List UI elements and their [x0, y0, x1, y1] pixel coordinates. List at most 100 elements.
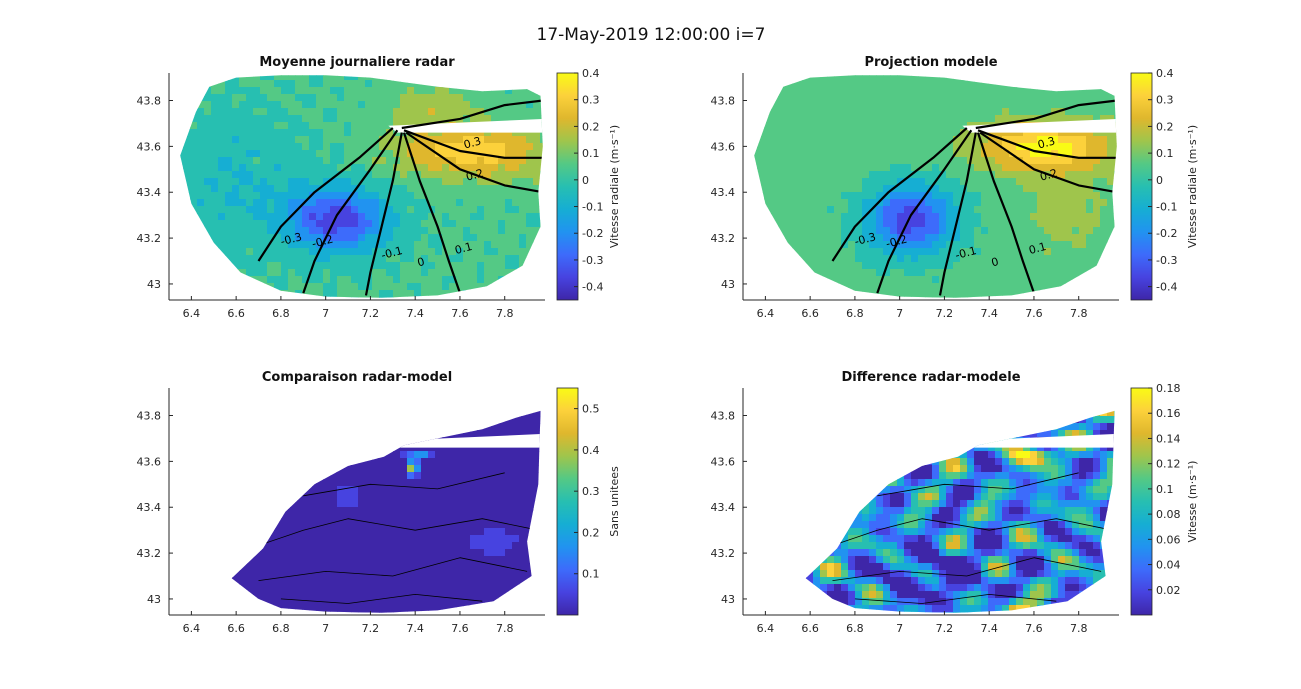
heatmap-cell: [897, 150, 905, 158]
heatmap-cell: [358, 220, 366, 228]
heatmap-cell: [1107, 87, 1115, 95]
heatmap-cell: [904, 213, 912, 221]
heatmap-cell: [1002, 94, 1010, 102]
heatmap-cell: [190, 157, 198, 165]
heatmap-cell: [211, 157, 219, 165]
heatmap-cell: [435, 486, 443, 494]
heatmap-cell: [302, 465, 310, 473]
heatmap-cell: [365, 164, 373, 172]
heatmap-cell: [1072, 115, 1080, 123]
heatmap-cell: [764, 101, 772, 109]
heatmap-cell: [477, 444, 485, 452]
heatmap-cell: [232, 549, 240, 557]
heatmap-cell: [754, 276, 758, 284]
heatmap-cell: [428, 507, 436, 515]
heatmap-cell: [246, 479, 254, 487]
heatmap-cell: [302, 94, 310, 102]
heatmap-cell: [925, 255, 933, 263]
heatmap-cell: [981, 136, 989, 144]
heatmap-cell: [785, 80, 793, 88]
heatmap-cell: [526, 206, 534, 214]
heatmap-cell: [274, 416, 282, 424]
heatmap-cell: [526, 185, 534, 193]
heatmap-cell: [246, 80, 254, 88]
heatmap-cell: [204, 206, 212, 214]
heatmap-cell: [484, 507, 492, 515]
heatmap-cell: [372, 269, 380, 277]
heatmap-cell: [862, 101, 870, 109]
heatmap-cell: [876, 122, 884, 130]
heatmap-cell: [904, 157, 912, 165]
heatmap-cell: [498, 458, 506, 466]
heatmap-cell: [1051, 171, 1059, 179]
heatmap-cell: [344, 143, 352, 151]
heatmap-cell: [967, 297, 975, 298]
heatmap-cell: [771, 199, 779, 207]
heatmap-cell: [813, 248, 821, 256]
contour-label: 0.2: [465, 167, 485, 184]
heatmap-cell: [953, 101, 961, 109]
heatmap-cell: [379, 80, 387, 88]
heatmap-cell: [505, 171, 513, 179]
heatmap-cell: [778, 213, 786, 221]
heatmap-cell: [253, 388, 261, 396]
heatmap-cell: [295, 269, 303, 277]
heatmap-cell: [778, 248, 786, 256]
heatmap-cell: [512, 157, 520, 165]
heatmap-cell: [428, 465, 436, 473]
heatmap-cell: [190, 535, 198, 543]
heatmap-cell: [211, 521, 219, 529]
heatmap-cell: [1114, 150, 1117, 158]
heatmap-cell: [519, 157, 527, 165]
heatmap-cell: [337, 395, 345, 403]
heatmap-cell: [225, 101, 233, 109]
heatmap-cell: [323, 94, 331, 102]
heatmap-cell: [435, 248, 443, 256]
heatmap-cell: [267, 283, 275, 291]
heatmap-cell: [974, 297, 982, 298]
heatmap-cell: [344, 101, 352, 109]
heatmap-cell: [211, 458, 219, 466]
heatmap-cell: [855, 129, 863, 137]
heatmap-cell: [372, 493, 380, 501]
heatmap-cell: [890, 157, 898, 165]
heatmap-cell: [1058, 276, 1066, 284]
heatmap-cell: [180, 94, 184, 102]
heatmap-cell: [414, 129, 422, 137]
heatmap-cell: [778, 75, 786, 81]
heatmap-cell: [799, 283, 807, 291]
heatmap-cell: [169, 192, 177, 200]
heatmap-cell: [365, 192, 373, 200]
heatmap-cell: [316, 486, 324, 494]
heatmap-cell: [1009, 248, 1017, 256]
heatmap-cell: [1002, 171, 1010, 179]
heatmap-cell: [456, 108, 464, 116]
masked-strip: [388, 118, 543, 133]
heatmap-cell: [890, 213, 898, 221]
heatmap-cell: [232, 262, 240, 270]
heatmap-cell: [197, 94, 205, 102]
heatmap-cell: [834, 185, 842, 193]
heatmap-cell: [239, 416, 247, 424]
heatmap-cell: [533, 178, 541, 186]
heatmap-cell: [253, 542, 261, 550]
heatmap-cell: [204, 430, 212, 438]
heatmap-cell: [1107, 241, 1115, 249]
heatmap-cell: [792, 108, 800, 116]
heatmap-cell: [246, 542, 254, 550]
heatmap-cell: [197, 549, 205, 557]
heatmap-cell: [232, 507, 240, 515]
heatmap-cell: [260, 535, 268, 543]
heatmap-cell: [442, 185, 450, 193]
heatmap-cell: [253, 444, 261, 452]
heatmap-cell: [827, 115, 835, 123]
heatmap-cell: [505, 528, 513, 536]
heatmap-cell: [435, 395, 443, 403]
heatmap-cell: [484, 416, 492, 424]
heatmap-cell: [197, 535, 205, 543]
heatmap-cell: [981, 269, 989, 277]
heatmap-cell: [897, 108, 905, 116]
heatmap-cell: [190, 493, 198, 501]
heatmap-cell: [848, 87, 856, 95]
heatmap-cell: [253, 108, 261, 116]
